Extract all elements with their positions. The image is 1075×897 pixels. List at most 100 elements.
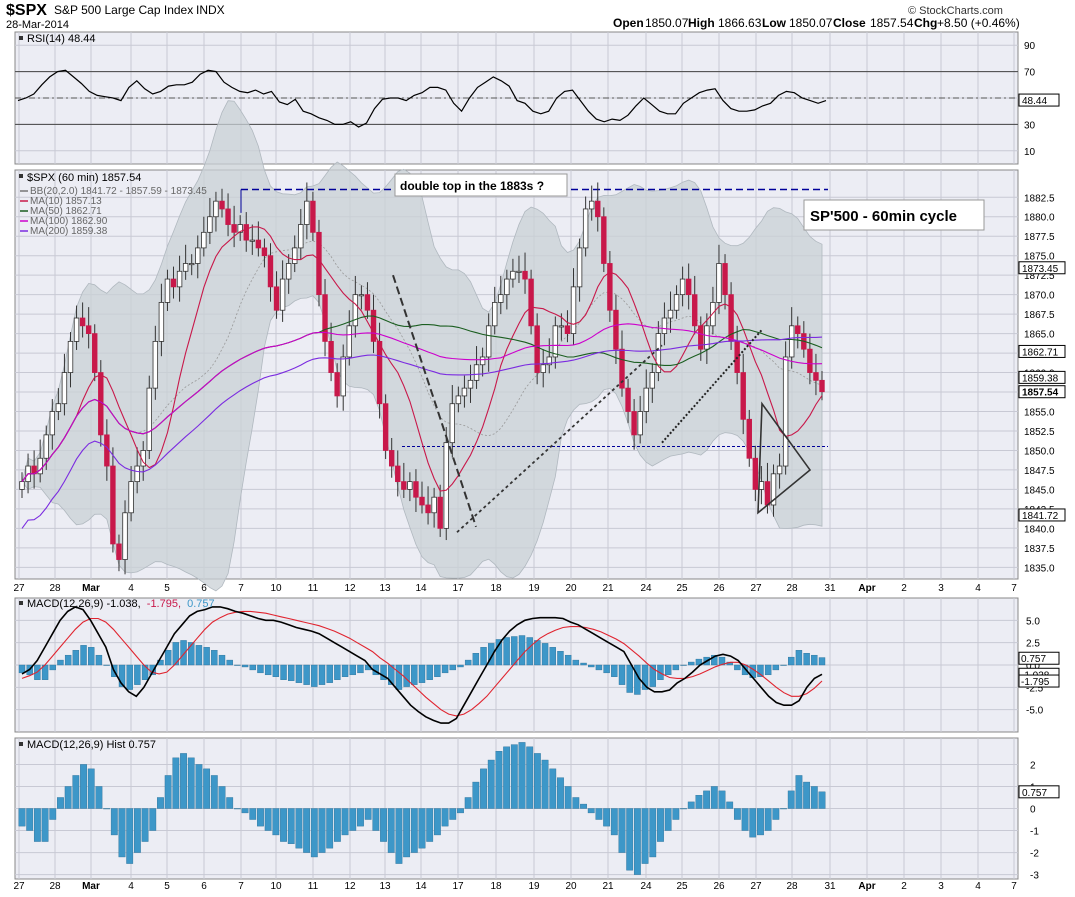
price-candle [667,309,674,319]
x-tick-label: 14 [415,881,427,892]
macd-title-macd: MACD(12,26,9) -1.038, [27,598,141,610]
double-top-box [394,173,568,197]
price-candle [534,325,540,373]
macd-hist-bar [211,650,218,666]
hist-bar [680,808,687,810]
price-layer [19,100,828,592]
price-candle [819,379,825,393]
price-candle [85,325,92,334]
price-candle [55,403,62,412]
hist-bar [649,808,657,858]
macd-hist-bar [357,664,364,674]
hist-bar [641,808,649,864]
macd-hist-bar [541,643,549,666]
macd-value-tag-text: -1.795 [1021,677,1050,688]
price-candle [722,263,728,296]
price-candle [128,481,134,514]
macd-hist-bar [241,664,249,668]
price-candle [467,379,474,389]
macd-hist-bar [488,643,495,666]
macd-hist-bar [195,645,203,666]
macd-hist-bar [495,639,503,666]
hist-bar [280,808,287,842]
macd-hist-bar [95,654,103,666]
macd-hist-bar [395,664,403,690]
price-candle [764,481,771,506]
macd-y-tick: -2.5 [1026,683,1044,694]
price-y-tick: 1880.0 [1024,213,1055,224]
hist-bar [26,808,34,831]
macd-hist-bar [280,664,287,680]
hist-bar [180,753,187,809]
hist-bar [233,808,241,810]
hist-bar [580,803,587,809]
price-candle [285,263,292,280]
x-tick-label: 28 [49,583,61,594]
macd-hist-bar [711,654,718,666]
price-candle [692,294,698,327]
x-tick-label: 17 [452,583,464,594]
hist-bar [780,808,787,810]
macd-hist-bar [126,664,133,690]
price-candle [419,496,425,506]
hist-bar [772,808,780,820]
macd-hist-bar [557,651,564,666]
price-candle [401,481,407,490]
price-candle [49,411,56,436]
x-tick-label: Mar [82,583,100,594]
price-candle [413,481,419,498]
price-candle [61,372,68,405]
macd-hist-bar [734,664,741,671]
hist-bar [687,801,695,809]
hist-bar [149,808,157,831]
macd-hist-bar [626,664,633,693]
price-candle [273,286,280,311]
price-candle [304,200,310,225]
price-candle [382,403,389,451]
hist-bar [787,790,795,809]
hist-bar [410,808,418,853]
macd-hist-bar [649,664,656,687]
macd-y-tick: 5.0 [1026,616,1040,627]
x-tick-label: 17 [452,881,464,892]
price-candle [631,411,637,436]
hist-bar [810,786,818,809]
macd-hist-bar [64,654,72,666]
price-candle [152,340,159,389]
price-candle [237,224,243,233]
macd-hist-bar [141,664,149,680]
price-candle [316,231,322,296]
price-candle [201,231,207,249]
hist-bar [210,775,218,809]
price-candle [540,364,546,373]
hist-bar [357,808,364,827]
price-candle [43,434,49,459]
hist-bar [80,764,87,809]
x-tick-label: 24 [640,583,652,594]
hist-bar [110,808,118,836]
hist-bar [226,797,234,809]
price-y-tick: 1872.5 [1024,271,1055,282]
price-candle [195,247,201,264]
price-candle [122,512,128,560]
macd-hist-bar [257,664,264,674]
price-candle [782,356,789,467]
macd-hist-bar [595,664,603,671]
hist-bar [480,768,487,809]
price-candle [407,481,413,490]
macd-hist-bar [349,664,356,676]
x-tick-label: 7 [238,881,244,892]
price-candle [164,278,171,303]
hist-bar [372,808,380,831]
x-tick-label: 14 [415,583,427,594]
macd-hist-bar [611,664,618,677]
price-candle [528,278,534,327]
price-y-tick: 1850.0 [1024,446,1055,457]
hist-bar [603,808,611,827]
macd-hist-bar [180,640,187,666]
hist-bar [672,808,680,820]
macd-title-signal: -1.795, [147,598,181,610]
macd-hist-bar [264,664,272,676]
macd-hist-bar [249,664,256,671]
hist-bar [264,808,272,831]
